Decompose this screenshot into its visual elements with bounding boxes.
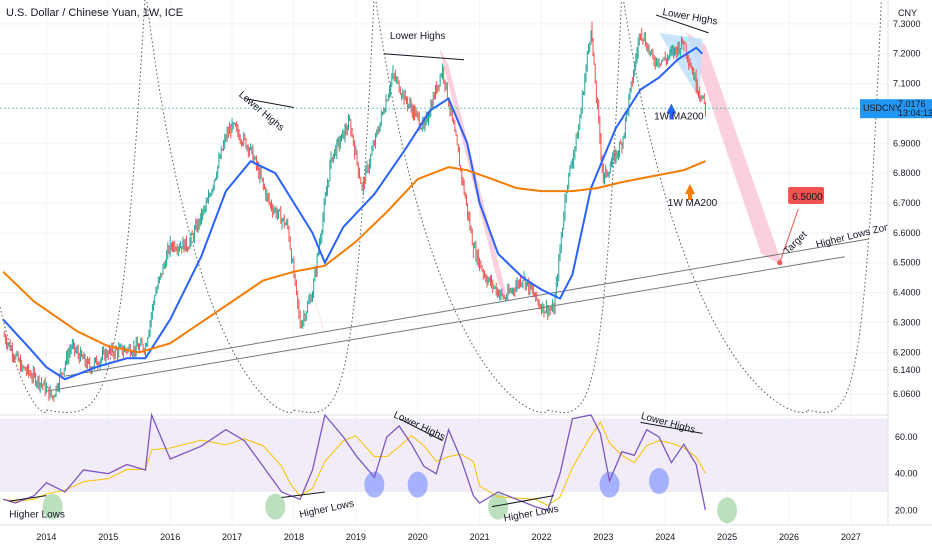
bearish-channel	[686, 32, 783, 266]
rsi-highlight-marker	[42, 493, 63, 520]
higher-lows-zone-label: Higher Lows Zone	[815, 220, 897, 250]
lower-highs-line	[383, 53, 465, 61]
rsi-highlight-marker	[407, 471, 428, 498]
x-tick-label: 2015	[98, 532, 118, 542]
lower-highs-label: Lower Highs	[390, 31, 446, 42]
rsi-higher-lows-line	[491, 495, 554, 508]
y-tick-label: 6.2000	[893, 347, 921, 357]
time-axis	[0, 525, 932, 550]
ma200-label: 1W MA200	[668, 198, 718, 209]
x-tick-label: 2014	[36, 532, 56, 542]
ma50-line	[2, 46, 704, 381]
rsi-highlight-marker	[599, 471, 620, 498]
target-connector	[779, 208, 799, 263]
rsi-band	[0, 418, 888, 492]
rsi-line	[2, 412, 707, 512]
lower-highs-line	[244, 98, 295, 108]
ma50-label: 1W MA200	[654, 111, 704, 122]
target-badge	[788, 187, 825, 205]
y-tick-label: 6.7000	[893, 198, 921, 208]
price-axis	[888, 0, 932, 550]
x-tick-label: 2027	[841, 532, 861, 542]
y-tick-label: 6.9000	[893, 138, 921, 148]
x-tick-label: 2020	[408, 532, 428, 542]
rsi-lower-highs-line	[640, 421, 703, 434]
rsi-lower-highs-line	[398, 418, 443, 442]
rsi-highlight-marker	[364, 471, 385, 498]
lower-highs-line	[655, 14, 709, 34]
rsi-higher-lows-line	[281, 491, 325, 498]
symbol-badge-text: USDCNY	[863, 103, 901, 113]
rsi-higher-lows-line	[9, 495, 47, 502]
higher-lows-trendline	[46, 256, 845, 392]
x-tick-label: 2024	[655, 532, 675, 542]
rsi-highlight-marker	[488, 493, 509, 520]
y-tick-label: 7.2000	[893, 49, 921, 59]
chart-title: U.S. Dollar / Chinese Yuan, 1W, ICE	[6, 7, 183, 19]
rsi-tick-label: 40.00	[895, 469, 918, 479]
y-tick-label: 6.0600	[893, 389, 921, 399]
target-value: 6.5000	[792, 192, 823, 203]
x-tick-label: 2019	[346, 532, 366, 542]
ma200-arrow-up-icon	[684, 184, 695, 201]
x-tick-label: 2026	[779, 532, 799, 542]
y-tick-label: 7.3000	[893, 19, 921, 29]
rsi-higher-lows-label: Higher Lows	[9, 510, 65, 521]
price-badge-countdown: 13:04:13	[898, 108, 932, 118]
higher-lows-zone-line	[64, 238, 870, 377]
ma200-arrow-up-icon	[666, 103, 677, 120]
y-tick-label: 6.5000	[893, 258, 921, 268]
y-tick-label: 6.8000	[893, 168, 921, 178]
price-badge-value: 7.0176	[898, 99, 926, 109]
y-tick-label: 6.1400	[893, 365, 921, 375]
cycle-arc	[375, 0, 622, 413]
rsi-highlight-marker	[717, 497, 738, 524]
rsi-higher-lows-label: Higher Lows	[503, 504, 560, 524]
y-tick-label: 6.3000	[893, 317, 921, 327]
price-badge	[860, 99, 932, 119]
x-tick-label: 2018	[284, 532, 304, 542]
cycle-arc	[623, 0, 882, 413]
rsi-tick-label: 20.00	[895, 505, 918, 515]
ma200-line	[2, 160, 706, 354]
x-tick-label: 2022	[531, 532, 551, 542]
cycle-arc	[0, 0, 146, 413]
x-tick-label: 2025	[717, 532, 737, 542]
x-tick-label: 2016	[160, 532, 180, 542]
x-tick-label: 2023	[593, 532, 613, 542]
lower-highs-label: Lower Highs	[236, 89, 286, 133]
rsi-tick-label: 60.00	[895, 432, 918, 442]
lower-highs-label: Lower Highs	[662, 7, 719, 27]
y-tick-label: 6.6000	[893, 228, 921, 238]
rsi-highlight-marker	[265, 493, 286, 520]
x-tick-label: 2021	[470, 532, 490, 542]
y-tick-label: 6.4000	[893, 288, 921, 298]
cycle-arc	[146, 0, 375, 413]
x-tick-label: 2017	[222, 532, 242, 542]
rsi-highlight-marker	[649, 468, 670, 494]
rsi-higher-lows-label: Higher Lows	[298, 498, 355, 520]
currency-label: CNY	[898, 8, 917, 18]
y-tick-label: 7.1000	[893, 79, 921, 89]
